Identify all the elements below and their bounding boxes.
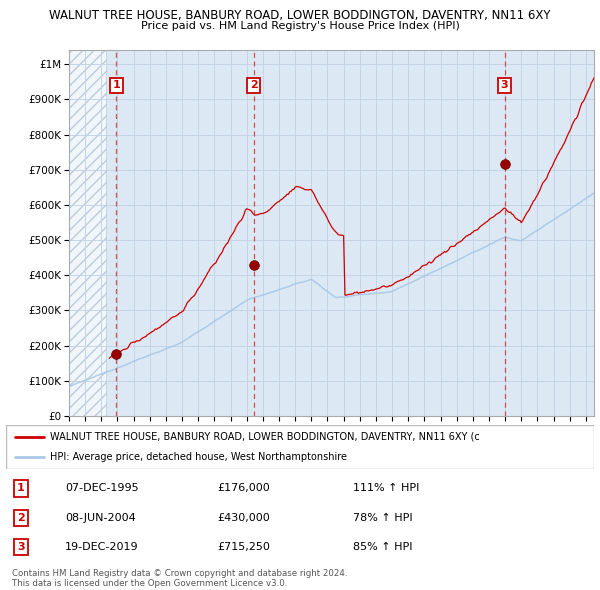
Text: 08-JUN-2004: 08-JUN-2004 <box>65 513 136 523</box>
Text: 2: 2 <box>250 80 257 90</box>
Text: 1: 1 <box>112 80 120 90</box>
Text: 19-DEC-2019: 19-DEC-2019 <box>65 542 139 552</box>
Text: WALNUT TREE HOUSE, BANBURY ROAD, LOWER BODDINGTON, DAVENTRY, NN11 6XY: WALNUT TREE HOUSE, BANBURY ROAD, LOWER B… <box>49 9 551 22</box>
Bar <box>69 50 106 416</box>
Text: Price paid vs. HM Land Registry's House Price Index (HPI): Price paid vs. HM Land Registry's House … <box>140 21 460 31</box>
Text: 07-DEC-1995: 07-DEC-1995 <box>65 483 139 493</box>
Text: 3: 3 <box>17 542 25 552</box>
FancyBboxPatch shape <box>6 425 594 469</box>
Text: HPI: Average price, detached house, West Northamptonshire: HPI: Average price, detached house, West… <box>50 452 347 462</box>
Text: 85% ↑ HPI: 85% ↑ HPI <box>353 542 412 552</box>
Text: £176,000: £176,000 <box>218 483 271 493</box>
Text: £715,250: £715,250 <box>218 542 271 552</box>
Text: 1: 1 <box>17 483 25 493</box>
Text: 78% ↑ HPI: 78% ↑ HPI <box>353 513 413 523</box>
Text: WALNUT TREE HOUSE, BANBURY ROAD, LOWER BODDINGTON, DAVENTRY, NN11 6XY (c: WALNUT TREE HOUSE, BANBURY ROAD, LOWER B… <box>50 432 480 442</box>
Text: 2: 2 <box>17 513 25 523</box>
Text: Contains HM Land Registry data © Crown copyright and database right 2024.: Contains HM Land Registry data © Crown c… <box>12 569 347 578</box>
Text: 111% ↑ HPI: 111% ↑ HPI <box>353 483 419 493</box>
Text: £430,000: £430,000 <box>218 513 271 523</box>
Text: 3: 3 <box>500 80 508 90</box>
Text: This data is licensed under the Open Government Licence v3.0.: This data is licensed under the Open Gov… <box>12 579 287 588</box>
